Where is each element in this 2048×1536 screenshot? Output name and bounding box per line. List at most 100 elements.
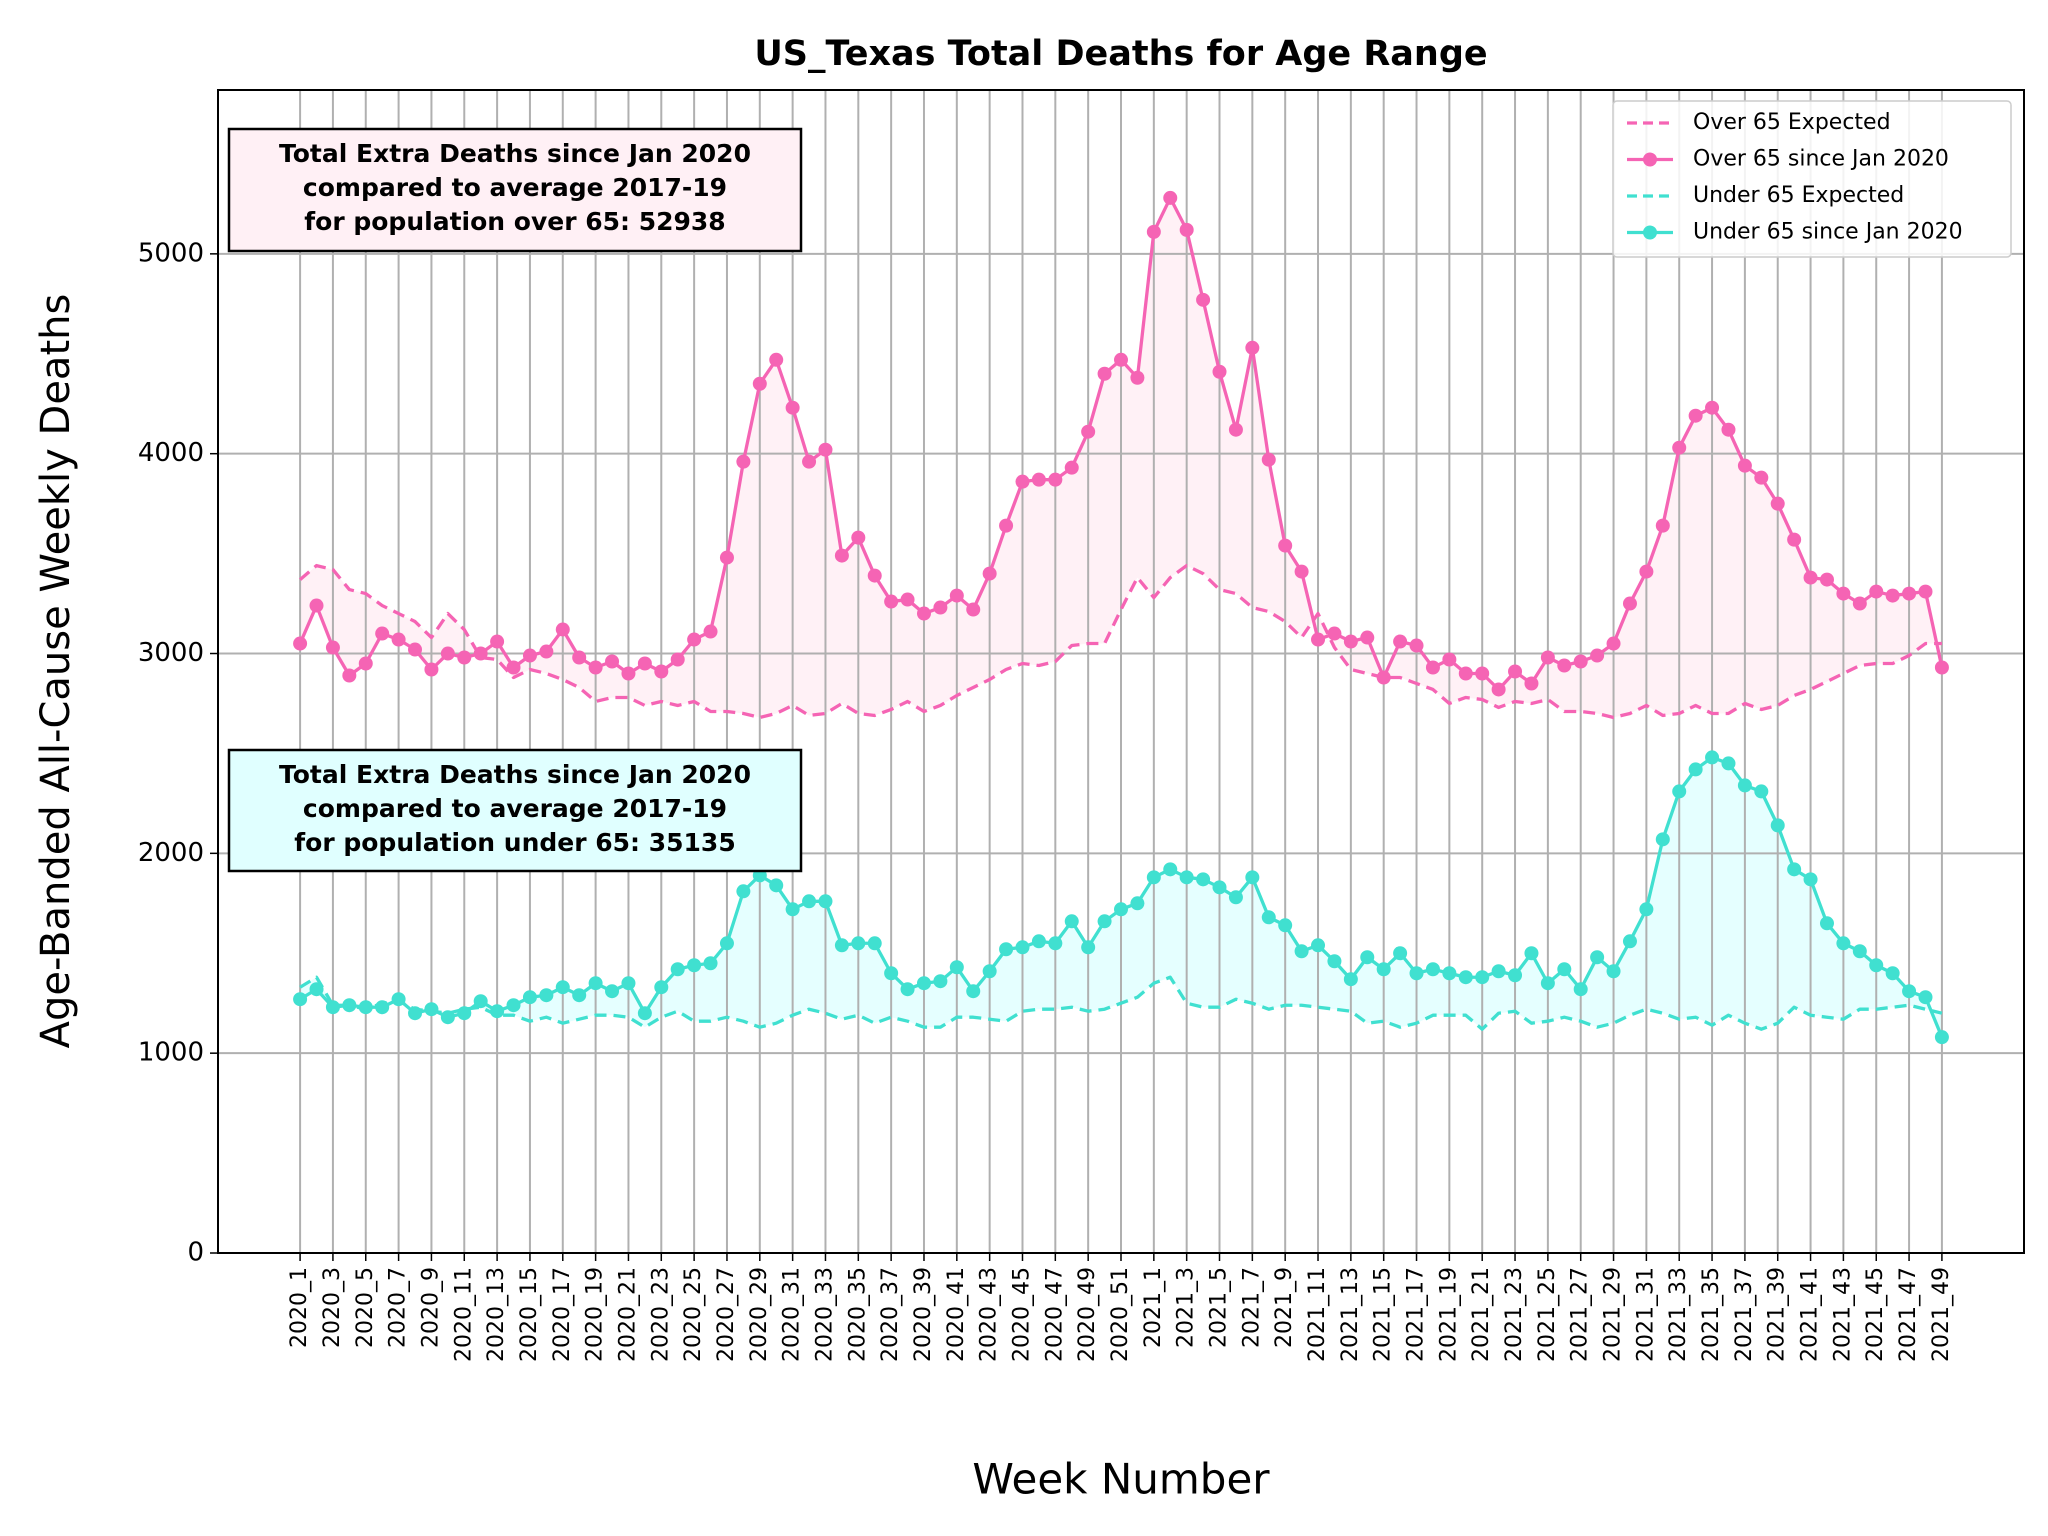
data-point bbox=[1836, 936, 1851, 951]
data-point bbox=[342, 998, 357, 1013]
data-point bbox=[1524, 676, 1539, 691]
data-point bbox=[736, 454, 751, 469]
x-tick-label: 2020_13 bbox=[484, 1267, 509, 1362]
data-point bbox=[375, 1000, 390, 1015]
x-tick-label: 2021_39 bbox=[1765, 1267, 1790, 1362]
data-point bbox=[1655, 518, 1670, 533]
x-tick-label: 2020_5 bbox=[353, 1267, 378, 1348]
x-tick-label: 2021_29 bbox=[1601, 1267, 1626, 1362]
y-tick-label: 3000 bbox=[138, 638, 204, 668]
data-point bbox=[1163, 190, 1178, 205]
data-point bbox=[1688, 408, 1703, 423]
data-point bbox=[1803, 570, 1818, 585]
data-point bbox=[605, 654, 620, 669]
data-point bbox=[1393, 634, 1408, 649]
data-point bbox=[1146, 224, 1161, 239]
data-point bbox=[1819, 572, 1834, 587]
data-point bbox=[1803, 872, 1818, 887]
data-point bbox=[1294, 564, 1309, 579]
data-point bbox=[1524, 946, 1539, 961]
data-point bbox=[1081, 940, 1096, 955]
legend-label: Over 65 Expected bbox=[1693, 110, 1891, 135]
data-point bbox=[949, 588, 964, 603]
data-point bbox=[900, 982, 915, 997]
annotation-text: for population over 65: 52938 bbox=[304, 207, 725, 236]
data-point bbox=[1934, 660, 1949, 675]
data-point bbox=[966, 602, 981, 617]
data-point bbox=[522, 648, 537, 663]
data-point bbox=[1540, 976, 1555, 991]
x-tick-label: 2021_15 bbox=[1371, 1267, 1396, 1362]
data-point bbox=[736, 884, 751, 899]
data-point bbox=[1196, 872, 1211, 887]
data-point bbox=[1622, 596, 1637, 611]
data-point bbox=[1130, 370, 1145, 385]
x-tick-label: 2021_9 bbox=[1272, 1267, 1297, 1348]
data-point bbox=[1064, 914, 1079, 929]
data-point bbox=[1409, 638, 1424, 653]
data-point bbox=[1327, 626, 1342, 641]
data-point bbox=[966, 984, 981, 999]
legend-marker bbox=[1643, 225, 1657, 240]
data-point bbox=[1196, 292, 1211, 307]
y-tick-label: 0 bbox=[187, 1238, 204, 1268]
data-point bbox=[342, 668, 357, 683]
x-tick-label: 2020_49 bbox=[1075, 1267, 1100, 1362]
data-point bbox=[1852, 944, 1867, 959]
x-tick-label: 2021_3 bbox=[1174, 1267, 1199, 1348]
x-tick-label: 2020_9 bbox=[418, 1267, 443, 1348]
data-point bbox=[1770, 496, 1785, 511]
data-point bbox=[555, 622, 570, 637]
data-point bbox=[424, 1002, 439, 1017]
data-point bbox=[1064, 460, 1079, 475]
data-point bbox=[605, 984, 620, 999]
data-point bbox=[769, 878, 784, 893]
data-point bbox=[1179, 222, 1194, 237]
data-point bbox=[424, 662, 439, 677]
data-point bbox=[1737, 778, 1752, 793]
data-point bbox=[769, 352, 784, 367]
data-point bbox=[1672, 784, 1687, 799]
data-point bbox=[982, 566, 997, 581]
data-point bbox=[1885, 966, 1900, 981]
data-point bbox=[621, 976, 636, 991]
x-tick-label: 2021_47 bbox=[1896, 1267, 1921, 1362]
x-tick-label: 2021_37 bbox=[1732, 1267, 1757, 1362]
data-point bbox=[703, 624, 718, 639]
data-point bbox=[1212, 364, 1227, 379]
data-point bbox=[1048, 472, 1063, 487]
data-point bbox=[933, 974, 948, 989]
x-tick-label: 2020_43 bbox=[977, 1267, 1002, 1362]
x-tick-label: 2021_13 bbox=[1338, 1267, 1363, 1362]
data-point bbox=[1311, 632, 1326, 647]
data-point bbox=[506, 998, 521, 1013]
x-tick-label: 2020_29 bbox=[747, 1267, 772, 1362]
data-point bbox=[1245, 870, 1260, 885]
data-point bbox=[572, 650, 587, 665]
data-point bbox=[1048, 936, 1063, 951]
x-tick-label: 2020_1 bbox=[287, 1267, 312, 1348]
data-point bbox=[1754, 470, 1769, 485]
x-tick-label: 2020_23 bbox=[648, 1267, 673, 1362]
x-tick-label: 2021_35 bbox=[1699, 1267, 1724, 1362]
data-point bbox=[1934, 1030, 1949, 1045]
data-point bbox=[473, 994, 488, 1009]
data-point bbox=[293, 992, 308, 1007]
data-point bbox=[1836, 586, 1851, 601]
x-axis-label: Week Number bbox=[972, 1455, 1270, 1504]
data-point bbox=[1918, 584, 1933, 599]
data-point bbox=[1475, 970, 1490, 985]
data-point bbox=[440, 646, 455, 661]
annotation-text: for population under 65: 35135 bbox=[294, 828, 735, 857]
data-point bbox=[1573, 654, 1588, 669]
data-point bbox=[1491, 682, 1506, 697]
annotation-text: compared to average 2017-19 bbox=[303, 794, 727, 823]
data-point bbox=[1705, 750, 1720, 765]
data-point bbox=[621, 666, 636, 681]
legend-box bbox=[1612, 100, 2012, 258]
x-tick-label: 2021_11 bbox=[1305, 1267, 1330, 1362]
data-point bbox=[588, 660, 603, 675]
data-point bbox=[588, 976, 603, 991]
data-point bbox=[555, 980, 570, 995]
data-point bbox=[457, 1006, 472, 1021]
